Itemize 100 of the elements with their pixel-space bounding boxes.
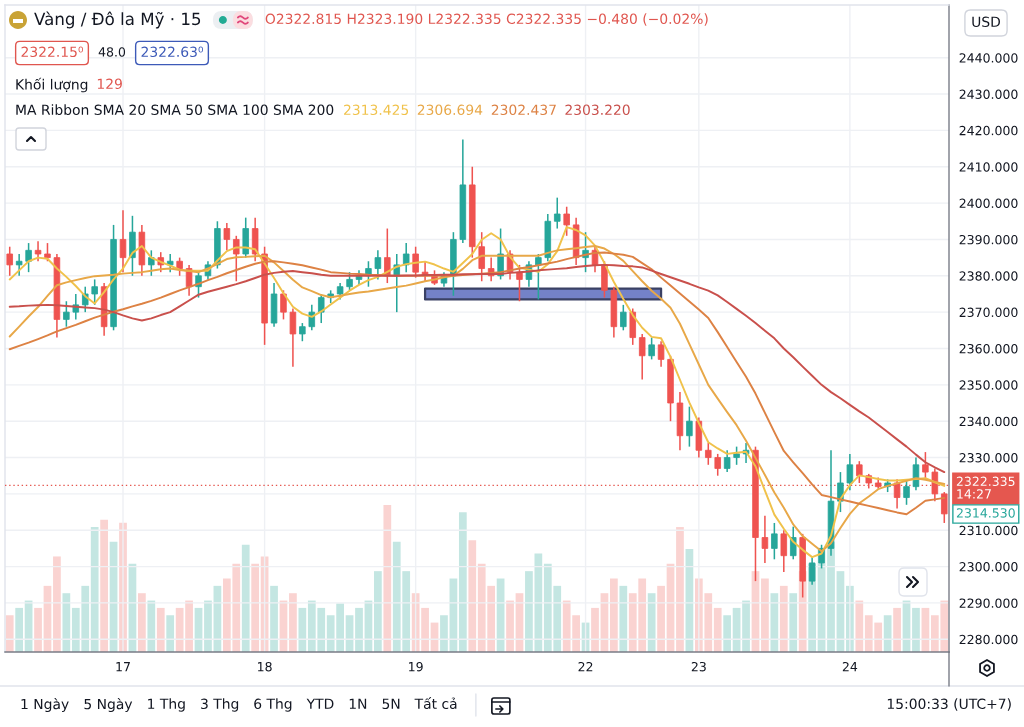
candlestick <box>789 525 797 561</box>
y-tick-label: 2280.000 <box>959 634 1018 645</box>
text: 3 Thg <box>201 698 239 712</box>
bar <box>166 615 175 652</box>
chart-title: Vàng / Đô la Mỹ · 15 <box>34 11 201 29</box>
annotation: 2302.437 <box>491 104 556 116</box>
candlestick <box>412 245 419 279</box>
text: 5 Ngày <box>84 698 133 712</box>
text: 2314.530 <box>956 508 1015 518</box>
bar <box>138 593 146 652</box>
bar <box>34 607 42 652</box>
candlestick <box>223 222 231 252</box>
candlestick <box>299 322 306 342</box>
y-tick-label: 2290.000 <box>959 598 1018 608</box>
candlestick <box>941 491 948 524</box>
x-tick-label: 19 <box>409 661 423 672</box>
bar <box>270 585 278 652</box>
bar <box>5 615 14 652</box>
candlestick <box>714 453 721 477</box>
candlestick <box>317 293 325 324</box>
candlestick <box>289 307 297 368</box>
annotation: 2313.425 <box>344 104 409 116</box>
bar <box>506 600 514 652</box>
candlestick <box>6 245 13 277</box>
candlestick <box>25 242 32 273</box>
bar <box>676 527 684 652</box>
candlestick <box>166 253 174 273</box>
bar <box>855 600 864 652</box>
candlestick <box>15 253 23 277</box>
candlestick <box>705 442 712 466</box>
bar <box>355 607 363 652</box>
bar <box>893 607 901 652</box>
bar <box>204 600 212 652</box>
bar <box>251 563 260 652</box>
y-tick-label: 2360.000 <box>959 343 1018 354</box>
candlestick <box>233 235 240 283</box>
y-tick-label: 2370.000 <box>959 307 1018 318</box>
candlestick <box>912 456 920 492</box>
y-tick-label: 2350.000 <box>959 380 1018 390</box>
candlestick <box>374 249 382 281</box>
bar <box>53 556 61 652</box>
candlestick <box>686 405 693 448</box>
bar <box>90 527 99 652</box>
annotation: 129 <box>97 78 122 90</box>
candlestick <box>44 242 51 263</box>
candlestick <box>402 242 410 273</box>
y-tick-label: 2340.000 <box>959 416 1018 427</box>
annotation: 48.0 <box>98 47 126 57</box>
bar <box>298 607 307 652</box>
annotation: 2322.15⁰ <box>21 46 84 58</box>
bar <box>912 607 920 652</box>
annotation: O2322.815 H2323.190 L2322.335 C2322.335 −0.480 (−0.02%) <box>265 13 708 26</box>
text: Tất cả <box>414 697 457 710</box>
y-tick-label: 2430.000 <box>959 89 1018 99</box>
y-tick-label: 2400.000 <box>959 198 1018 209</box>
candlestick <box>176 256 183 277</box>
x-tick-label: 22 <box>578 661 593 672</box>
candlestick <box>648 336 655 361</box>
y-tick-label: 2440.000 <box>959 53 1018 63</box>
y-tick-label: 2420.000 <box>959 125 1018 136</box>
bar <box>440 615 448 652</box>
bar <box>289 593 297 652</box>
candlestick <box>761 514 769 564</box>
x-tick-label: 17 <box>116 662 130 672</box>
bar <box>610 578 618 652</box>
bar <box>770 593 779 652</box>
candlestick <box>563 205 570 237</box>
bar <box>15 607 24 652</box>
annotation: Khối lượng <box>16 77 88 93</box>
candlestick <box>733 445 740 466</box>
bar <box>619 585 628 652</box>
candlestick <box>723 449 731 473</box>
text: 5N <box>382 698 400 710</box>
candlestick <box>846 453 854 492</box>
y-tick-label: 2390.000 <box>959 234 1018 245</box>
annotation: 2306.694 <box>417 104 483 116</box>
text: 6 Thg <box>254 698 292 712</box>
annotation: 2322.63⁰ <box>141 46 204 58</box>
bar <box>383 505 392 652</box>
candlestick <box>780 529 788 573</box>
candlestick <box>516 264 523 303</box>
text: 1 Ngày <box>21 698 69 712</box>
x-tick-label: 23 <box>691 661 706 672</box>
bar <box>241 544 250 652</box>
bar <box>647 593 656 652</box>
bar <box>62 593 71 652</box>
text: 1 Thg <box>148 698 185 712</box>
bar <box>156 607 165 652</box>
x-tick-label: 24 <box>842 661 858 672</box>
candlestick <box>63 300 70 328</box>
candlestick <box>638 333 646 381</box>
candlestick <box>34 240 42 263</box>
annotation: 2303.220 <box>565 104 630 116</box>
bar <box>468 540 477 652</box>
y-tick-label: 2300.000 <box>959 562 1018 572</box>
candlestick <box>346 271 353 292</box>
candlestick <box>148 249 155 277</box>
y-tick-label: 2380.000 <box>959 271 1018 281</box>
bar <box>591 607 599 652</box>
candlestick <box>308 304 316 332</box>
